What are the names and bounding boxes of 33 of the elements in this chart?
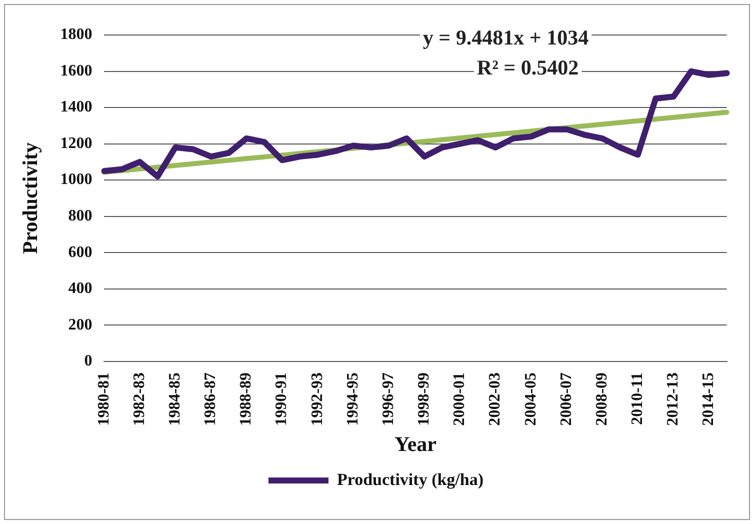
x-tick-label: 2008-09 — [593, 372, 610, 426]
x-tick-label: 2012-13 — [664, 372, 682, 426]
x-tick-label: 2010-11 — [629, 372, 646, 425]
y-tick-label: 1200 — [60, 134, 92, 152]
y-axis-title: Productivity — [18, 142, 42, 254]
annotation: y = 9.4481x + 1034 — [422, 25, 590, 50]
y-tick-label: 1400 — [60, 98, 92, 116]
y-tick-label: 1600 — [60, 62, 92, 80]
y-tick-label: 800 — [68, 208, 92, 225]
x-axis-title: Year — [394, 432, 436, 456]
x-tick-label: 2002-03 — [486, 372, 504, 426]
x-tick-label: 1990-91 — [273, 372, 290, 426]
x-tick-label: 2006-07 — [558, 372, 575, 426]
y-tick-label: 400 — [68, 280, 92, 298]
y-tick-label: 600 — [68, 244, 92, 261]
y-tick-label: 0 — [84, 352, 92, 370]
legend-label: Productivity (kg/ha) — [336, 470, 484, 489]
x-tick-label: 1980-81 — [95, 372, 112, 426]
y-tick-label: 1000 — [60, 171, 92, 188]
annotation: R² = 0.5402 — [476, 55, 579, 80]
y-tick-label: 1800 — [60, 26, 92, 44]
x-tick-label: 2000-01 — [451, 372, 468, 426]
x-tick-label: 1984-85 — [166, 372, 184, 426]
x-tick-label: 1994-95 — [344, 372, 362, 426]
x-tick-label: 1982-83 — [130, 372, 148, 426]
x-tick-label: 2004-05 — [522, 372, 540, 426]
y-tick-label: 200 — [68, 316, 92, 334]
x-tick-label: 1992-93 — [308, 372, 326, 426]
x-tick-label: 1996-97 — [380, 372, 397, 426]
x-tick-label: 1988-89 — [238, 372, 255, 426]
x-tick-label: 1998-99 — [416, 372, 433, 426]
x-tick-label: 1986-87 — [202, 372, 220, 426]
x-tick-label: 2014-15 — [700, 372, 718, 426]
